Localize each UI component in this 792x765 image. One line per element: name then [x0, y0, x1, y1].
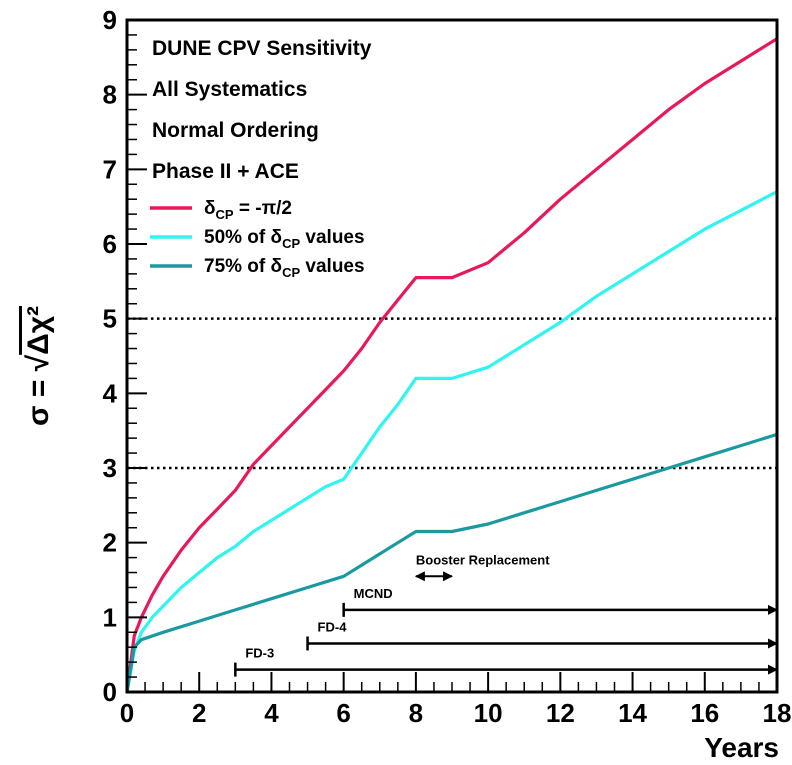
y-tick-label: 7	[103, 154, 117, 184]
annotation-label-1: Booster Replacement	[416, 552, 550, 567]
series-lines	[125, 37, 778, 693]
y-tick-label: 3	[103, 453, 117, 483]
y-tick-label: 2	[103, 528, 117, 558]
y-axis-label: σ = √Δχ²	[22, 306, 55, 426]
series-line-2	[125, 190, 778, 693]
x-tick-label: 18	[763, 698, 792, 728]
x-tick-label: 2	[192, 698, 206, 728]
legend-label-1: δCP = -π/2	[204, 198, 292, 222]
y-tick-label: 5	[103, 304, 117, 334]
x-axis-label: Years	[704, 732, 779, 763]
y-tick-label: 0	[103, 677, 117, 707]
series-line-1	[125, 37, 778, 693]
y-tick-label: 1	[103, 602, 117, 632]
y-tick-label: 8	[103, 80, 117, 110]
legend-label-3: 75% of δCP values	[204, 256, 365, 280]
timeline-annotations: Booster Replacement MCND FD-4 FD-3	[234, 552, 778, 677]
x-tick-label: 0	[120, 698, 134, 728]
annotation-label-2: MCND	[354, 586, 393, 601]
legend: δCP = -π/2 50% of δCP values 75% of δCP va…	[150, 198, 365, 280]
info-line-4: Phase II + ACE	[152, 160, 299, 183]
y-tick-label: 6	[103, 229, 117, 259]
x-tick-label: 16	[690, 698, 719, 728]
y-axis-label-text: σ = √Δχ²	[22, 306, 55, 426]
x-tick-label: 4	[264, 698, 279, 728]
x-tick-label: 10	[474, 698, 503, 728]
info-line-2: All Systematics	[152, 78, 307, 101]
x-tick-label: 12	[546, 698, 575, 728]
y-tick-label: 4	[103, 378, 118, 408]
x-tick-label: 14	[618, 698, 647, 728]
y-tick-label: 9	[103, 5, 117, 35]
legend-label-2: 50% of δCP values	[204, 227, 365, 251]
series-line-3	[125, 432, 778, 693]
reference-lines	[127, 317, 777, 470]
annotation-label-4: FD-3	[245, 646, 274, 661]
info-text-block: DUNE CPV Sensitivity All Systematics Norma…	[152, 37, 372, 183]
info-line-1: DUNE CPV Sensitivity	[152, 37, 372, 60]
x-tick-label: 8	[409, 698, 423, 728]
annotation-label-3: FD-4	[318, 619, 348, 634]
info-line-3: Normal Ordering	[152, 119, 319, 142]
x-tick-label: 6	[336, 698, 350, 728]
